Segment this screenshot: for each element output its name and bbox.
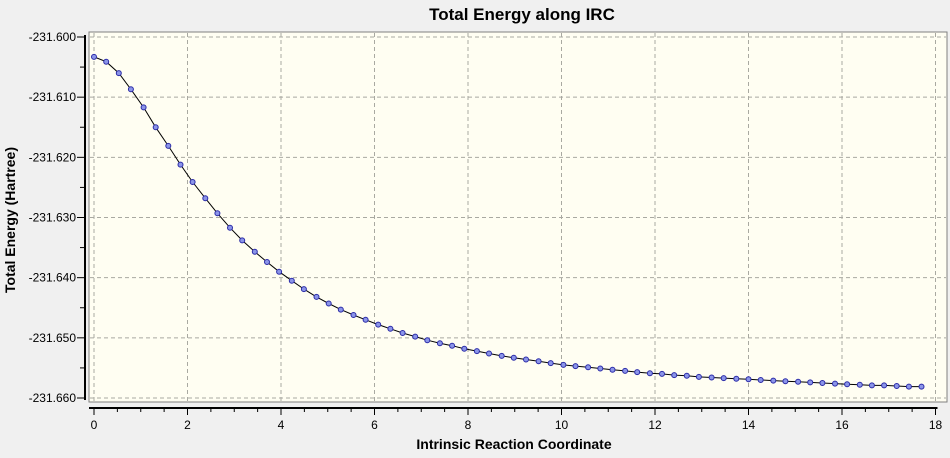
data-point-marker [375, 321, 382, 328]
x-tick-label: 12 [648, 418, 662, 432]
data-point-marker [115, 70, 122, 77]
data-point-marker [832, 380, 838, 387]
x-tick-label: 16 [835, 418, 849, 432]
data-point-marker [436, 340, 443, 347]
y-tick-label: -231.650 [29, 331, 77, 345]
y-tick-label: -231.610 [29, 90, 77, 104]
x-tick-label: 14 [742, 418, 756, 432]
data-point-marker [449, 342, 456, 349]
data-point-marker [165, 142, 172, 149]
data-point-marker [572, 363, 579, 370]
data-point-marker [486, 350, 492, 357]
data-point-marker [708, 374, 715, 381]
data-point-marker [720, 375, 727, 382]
data-point-marker [288, 277, 295, 284]
data-point-marker [807, 379, 814, 386]
data-point-marker [103, 58, 110, 65]
data-point-marker [634, 369, 641, 376]
x-tick-label: 8 [465, 418, 472, 432]
data-point-marker [91, 53, 97, 60]
data-point-marker [177, 161, 184, 168]
data-point-marker [300, 286, 307, 293]
data-point-marker [276, 268, 283, 275]
tick-label-layer: 0 2 4 6 8 10 12 14 16 18 -231.600 -231.610 -231.620 -… [29, 30, 943, 432]
data-point-marker [844, 381, 851, 388]
data-point-marker [905, 383, 912, 390]
data-point-marker [127, 86, 134, 93]
data-point-marker [547, 360, 554, 367]
data-point-marker [918, 383, 925, 390]
data-point-marker [671, 372, 678, 379]
data-point-marker [189, 179, 196, 185]
data-point-marker [646, 370, 653, 377]
x-axis-title: Intrinsic Reaction Coordinate [416, 436, 611, 452]
data-point-marker [399, 330, 406, 336]
data-point-marker [424, 337, 431, 344]
y-tick-label: -231.630 [29, 211, 77, 225]
data-point-marker [510, 354, 517, 361]
data-point-marker [473, 348, 480, 355]
data-point-marker [745, 376, 752, 383]
data-point-marker [227, 224, 233, 231]
x-tick-label: 6 [371, 418, 378, 432]
y-axis-title: Total Energy (Hartree) [2, 147, 18, 293]
data-point-marker [597, 365, 604, 372]
data-point-marker [782, 378, 789, 385]
data-point-marker [757, 377, 764, 383]
x-tick-label: 10 [555, 418, 569, 432]
data-point-marker [362, 316, 369, 323]
y-tick-label: -231.660 [29, 391, 77, 405]
series-layer [91, 53, 925, 390]
data-point-marker [695, 373, 702, 380]
axis-layer [77, 35, 938, 415]
data-point-marker [856, 381, 863, 388]
data-point-marker [560, 361, 567, 368]
data-point-marker [523, 356, 529, 363]
data-point-marker [498, 352, 505, 359]
data-point-marker [622, 367, 629, 374]
data-point-marker [461, 345, 468, 352]
data-point-marker [659, 370, 665, 377]
x-tick-label: 0 [91, 418, 98, 432]
data-point-marker [609, 366, 616, 373]
data-point-marker [733, 375, 740, 382]
data-point-marker [350, 312, 357, 318]
data-point-marker [239, 237, 246, 244]
data-point-marker [202, 195, 209, 202]
data-point-marker [325, 300, 332, 307]
data-point-marker [264, 259, 270, 265]
data-point-marker [585, 364, 592, 371]
data-point-marker [214, 210, 221, 217]
data-point-marker [412, 333, 419, 340]
x-tick-label: 2 [184, 418, 191, 432]
data-point-marker [819, 380, 826, 386]
data-point-marker [868, 382, 875, 389]
data-point-marker [535, 358, 542, 365]
data-point-marker [313, 293, 320, 300]
data-point-marker [881, 382, 888, 389]
y-tick-label: -231.640 [29, 271, 77, 285]
data-point-marker [337, 306, 344, 313]
chart-title: Total Energy along IRC [429, 5, 615, 24]
data-point-marker [152, 124, 159, 131]
data-point-marker [140, 104, 147, 111]
y-tick-label: -231.620 [29, 150, 77, 164]
data-point-marker [251, 248, 258, 255]
data-point-marker [387, 325, 394, 332]
data-point-marker [770, 377, 777, 384]
data-point-marker [683, 372, 690, 379]
grid-layer [90, 33, 946, 401]
data-point-marker [795, 378, 802, 385]
y-tick-label: -231.600 [29, 30, 77, 44]
x-tick-label: 4 [278, 418, 285, 432]
x-tick-label: 18 [929, 418, 943, 432]
data-point-marker [893, 383, 900, 389]
